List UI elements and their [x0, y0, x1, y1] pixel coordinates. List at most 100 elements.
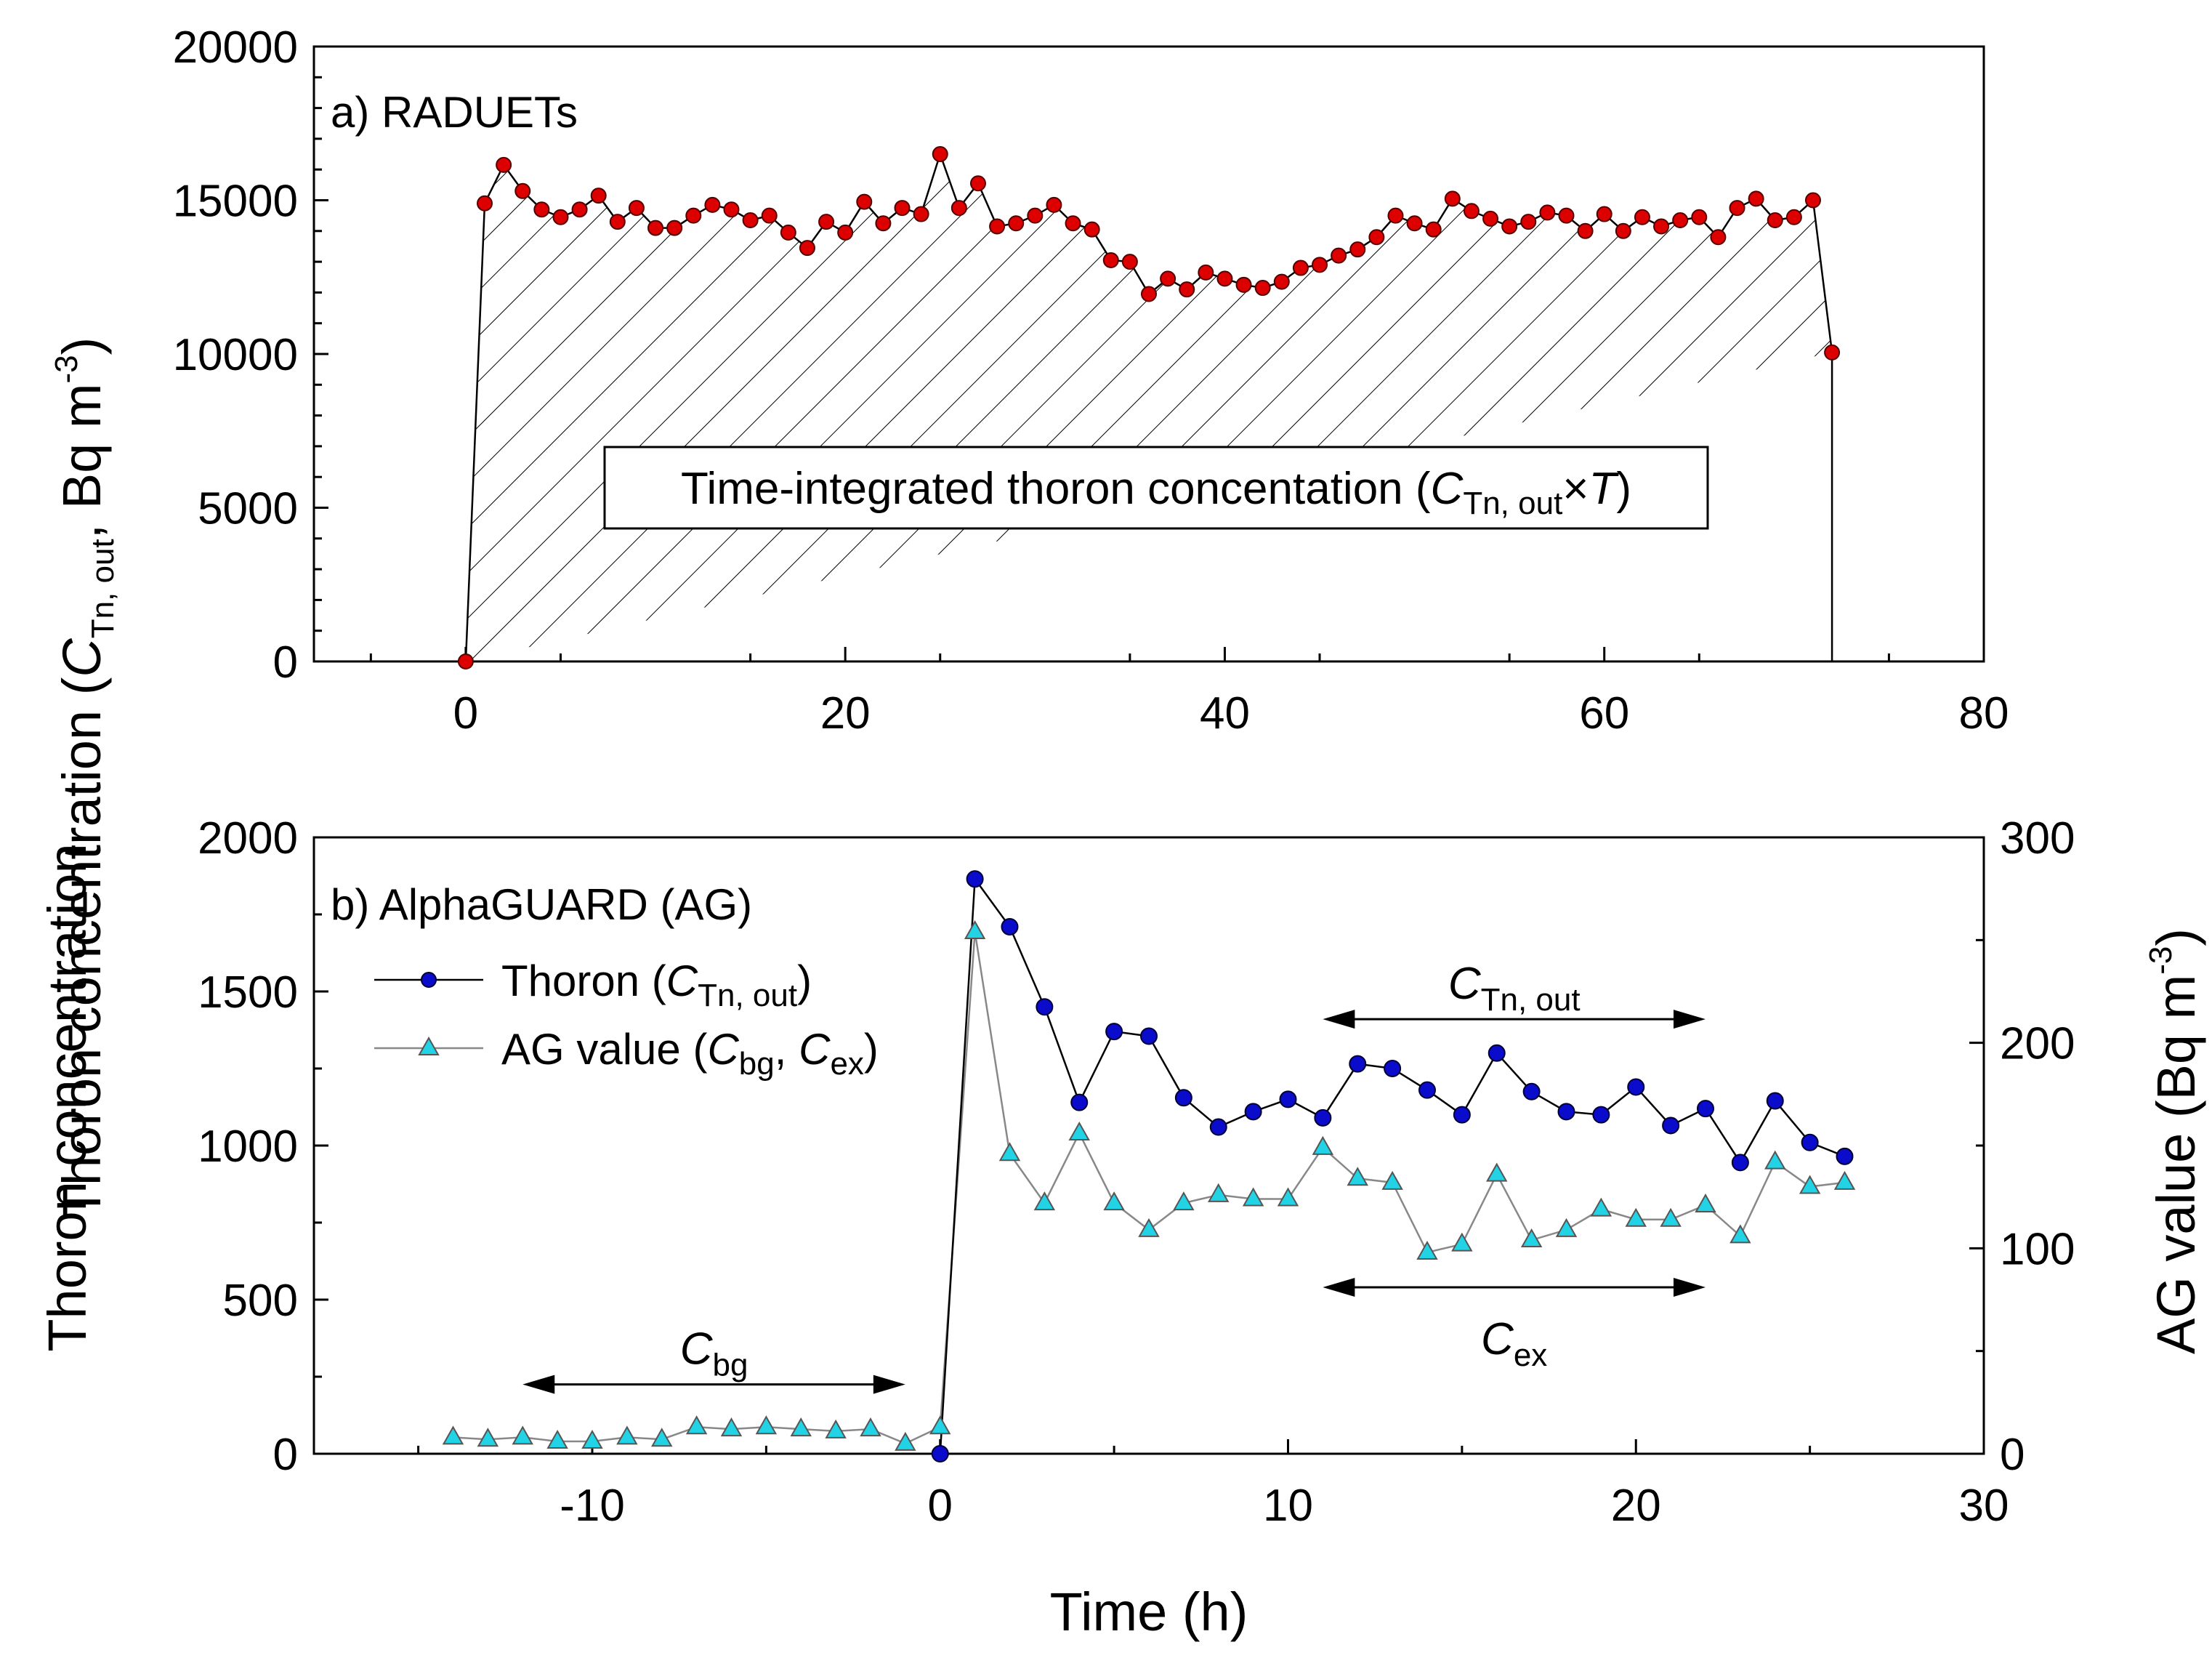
ag-value-point: [1799, 1175, 1821, 1194]
raduets-point: [1501, 218, 1518, 235]
ag-value-point: [546, 1430, 568, 1449]
a-y-tick-label-4: 20000: [173, 23, 298, 73]
ag-value-point: [1486, 1162, 1508, 1182]
raduets-point: [1216, 270, 1233, 287]
ag-value-point: [1451, 1232, 1473, 1252]
thoron-point: [1766, 1092, 1784, 1110]
thoron-point: [1488, 1044, 1506, 1062]
thoron-point: [1522, 1082, 1541, 1100]
annotation-label-1: CTn, out: [1448, 959, 1581, 1018]
a-area-label-box: Time-integrated thoron concentation (CTn…: [603, 446, 1709, 530]
b-y2-tick-label-0: 0: [2000, 1430, 2025, 1480]
ag-value-point: [477, 1428, 499, 1447]
ag-value-point: [929, 1415, 951, 1435]
raduets-point: [514, 182, 531, 199]
ag-value-point: [1555, 1218, 1578, 1237]
raduets-point: [1083, 221, 1100, 238]
raduets-point: [1767, 212, 1783, 228]
raduets-point: [780, 224, 796, 241]
raduets-point: [1046, 196, 1062, 213]
raduets-point: [1406, 215, 1423, 232]
ag-value-point: [1729, 1224, 1751, 1244]
raduets-point: [477, 195, 493, 212]
thoron-point: [1001, 917, 1019, 935]
raduets-point: [1141, 286, 1157, 302]
a-hatched-area: [465, 154, 1833, 662]
b-x-axis-title: Time (h): [1050, 1582, 1248, 1642]
a-panel-label: a) RADUETs: [331, 88, 578, 137]
thoron-point: [931, 1445, 949, 1462]
a-y-axis-title: Thoron concentration (CTn, out, Bq m-3): [49, 337, 121, 1219]
legend-ag-marker: [418, 1036, 440, 1055]
raduets-point: [1027, 207, 1044, 224]
b-y-axis-title: Thoron concentration: [37, 843, 97, 1351]
ag-value-point: [755, 1415, 778, 1435]
b-annotations: Cbg CTn, out Cex: [522, 959, 1706, 1394]
ag-value-point: [998, 1142, 1021, 1162]
a-x-tick-label-0: 0: [453, 688, 478, 739]
a-y-tick-label-0: 0: [273, 637, 298, 688]
a-x-tick-label-3: 60: [1579, 688, 1629, 739]
thoron-point: [1036, 998, 1054, 1016]
raduets-point: [1008, 215, 1025, 232]
a-y-tick-label-2: 10000: [173, 330, 298, 380]
a-series-points: [457, 146, 1841, 669]
ag-value-point: [1277, 1187, 1299, 1207]
raduets-point: [1710, 229, 1727, 246]
raduets-point: [950, 200, 967, 217]
ag-value-point: [895, 1431, 916, 1451]
raduets-point: [932, 146, 948, 163]
thoron-point: [1627, 1078, 1645, 1096]
raduets-point: [1748, 190, 1764, 207]
thoron-point: [1418, 1081, 1436, 1099]
raduets-point: [1179, 281, 1195, 298]
thoron-point: [1140, 1027, 1158, 1045]
ag-value-point: [651, 1428, 673, 1447]
raduets-point: [1444, 190, 1461, 207]
raduets-point: [742, 212, 759, 228]
ag-value-point: [512, 1425, 533, 1445]
ag-value-point: [1833, 1170, 1856, 1190]
ag-value-point: [1590, 1197, 1612, 1217]
raduets-point: [457, 653, 474, 669]
raduets-point: [1558, 207, 1575, 224]
ag-value-point: [1695, 1193, 1716, 1212]
legend-item-ag-value: AG value (Cbg, Cex): [374, 1025, 879, 1082]
raduets-point: [533, 201, 550, 218]
raduets-point: [1463, 203, 1480, 220]
raduets-point: [571, 201, 588, 218]
raduets-point: [818, 214, 835, 230]
a-y-tick-label-3: 15000: [173, 177, 298, 227]
raduets-point: [647, 220, 664, 236]
raduets-point: [1312, 257, 1328, 273]
raduets-point: [761, 207, 778, 224]
annotation-label-2: Cex: [1481, 1314, 1547, 1373]
b-y-tick-label-1: 500: [223, 1276, 298, 1326]
annotation-arrow-bg: Cbg: [522, 1324, 905, 1394]
b-x-tick-label-4: 30: [1959, 1481, 2009, 1531]
raduets-point: [628, 200, 645, 217]
ag-value-point: [1242, 1187, 1264, 1207]
annotation-label-0: Cbg: [680, 1324, 748, 1383]
raduets-point: [552, 209, 569, 225]
raduets-point: [1539, 204, 1556, 221]
b-y2-tick-label-1: 100: [2000, 1224, 2075, 1274]
raduets-point: [1634, 209, 1650, 225]
raduets-point: [666, 220, 683, 236]
a-x-tick-label-2: 40: [1200, 688, 1250, 739]
raduets-point: [1653, 218, 1670, 235]
ag-value-point: [1138, 1218, 1160, 1237]
thoron-point: [1453, 1106, 1471, 1124]
thoron-point: [1209, 1118, 1227, 1136]
raduets-point: [1672, 212, 1689, 228]
ag-value-point: [860, 1417, 881, 1437]
legend-ag-label: AG value (Cbg, Cex): [501, 1025, 879, 1082]
b-x-tick-label-3: 20: [1611, 1481, 1661, 1531]
thoron-point: [1349, 1055, 1367, 1073]
thoron-point: [1662, 1116, 1680, 1135]
ag-value-point: [685, 1415, 708, 1435]
raduets-point: [685, 207, 702, 224]
